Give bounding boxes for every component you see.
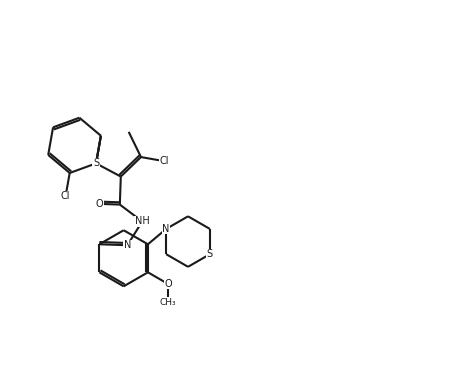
Text: S: S bbox=[207, 249, 213, 259]
Text: O: O bbox=[164, 279, 172, 289]
Text: Cl: Cl bbox=[160, 156, 169, 166]
Text: S: S bbox=[93, 158, 99, 169]
Text: N: N bbox=[162, 224, 170, 234]
Text: Cl: Cl bbox=[61, 192, 70, 202]
Text: N: N bbox=[123, 240, 131, 250]
Text: O: O bbox=[96, 199, 103, 209]
Text: NH: NH bbox=[135, 217, 150, 227]
Text: CH₃: CH₃ bbox=[160, 298, 176, 307]
